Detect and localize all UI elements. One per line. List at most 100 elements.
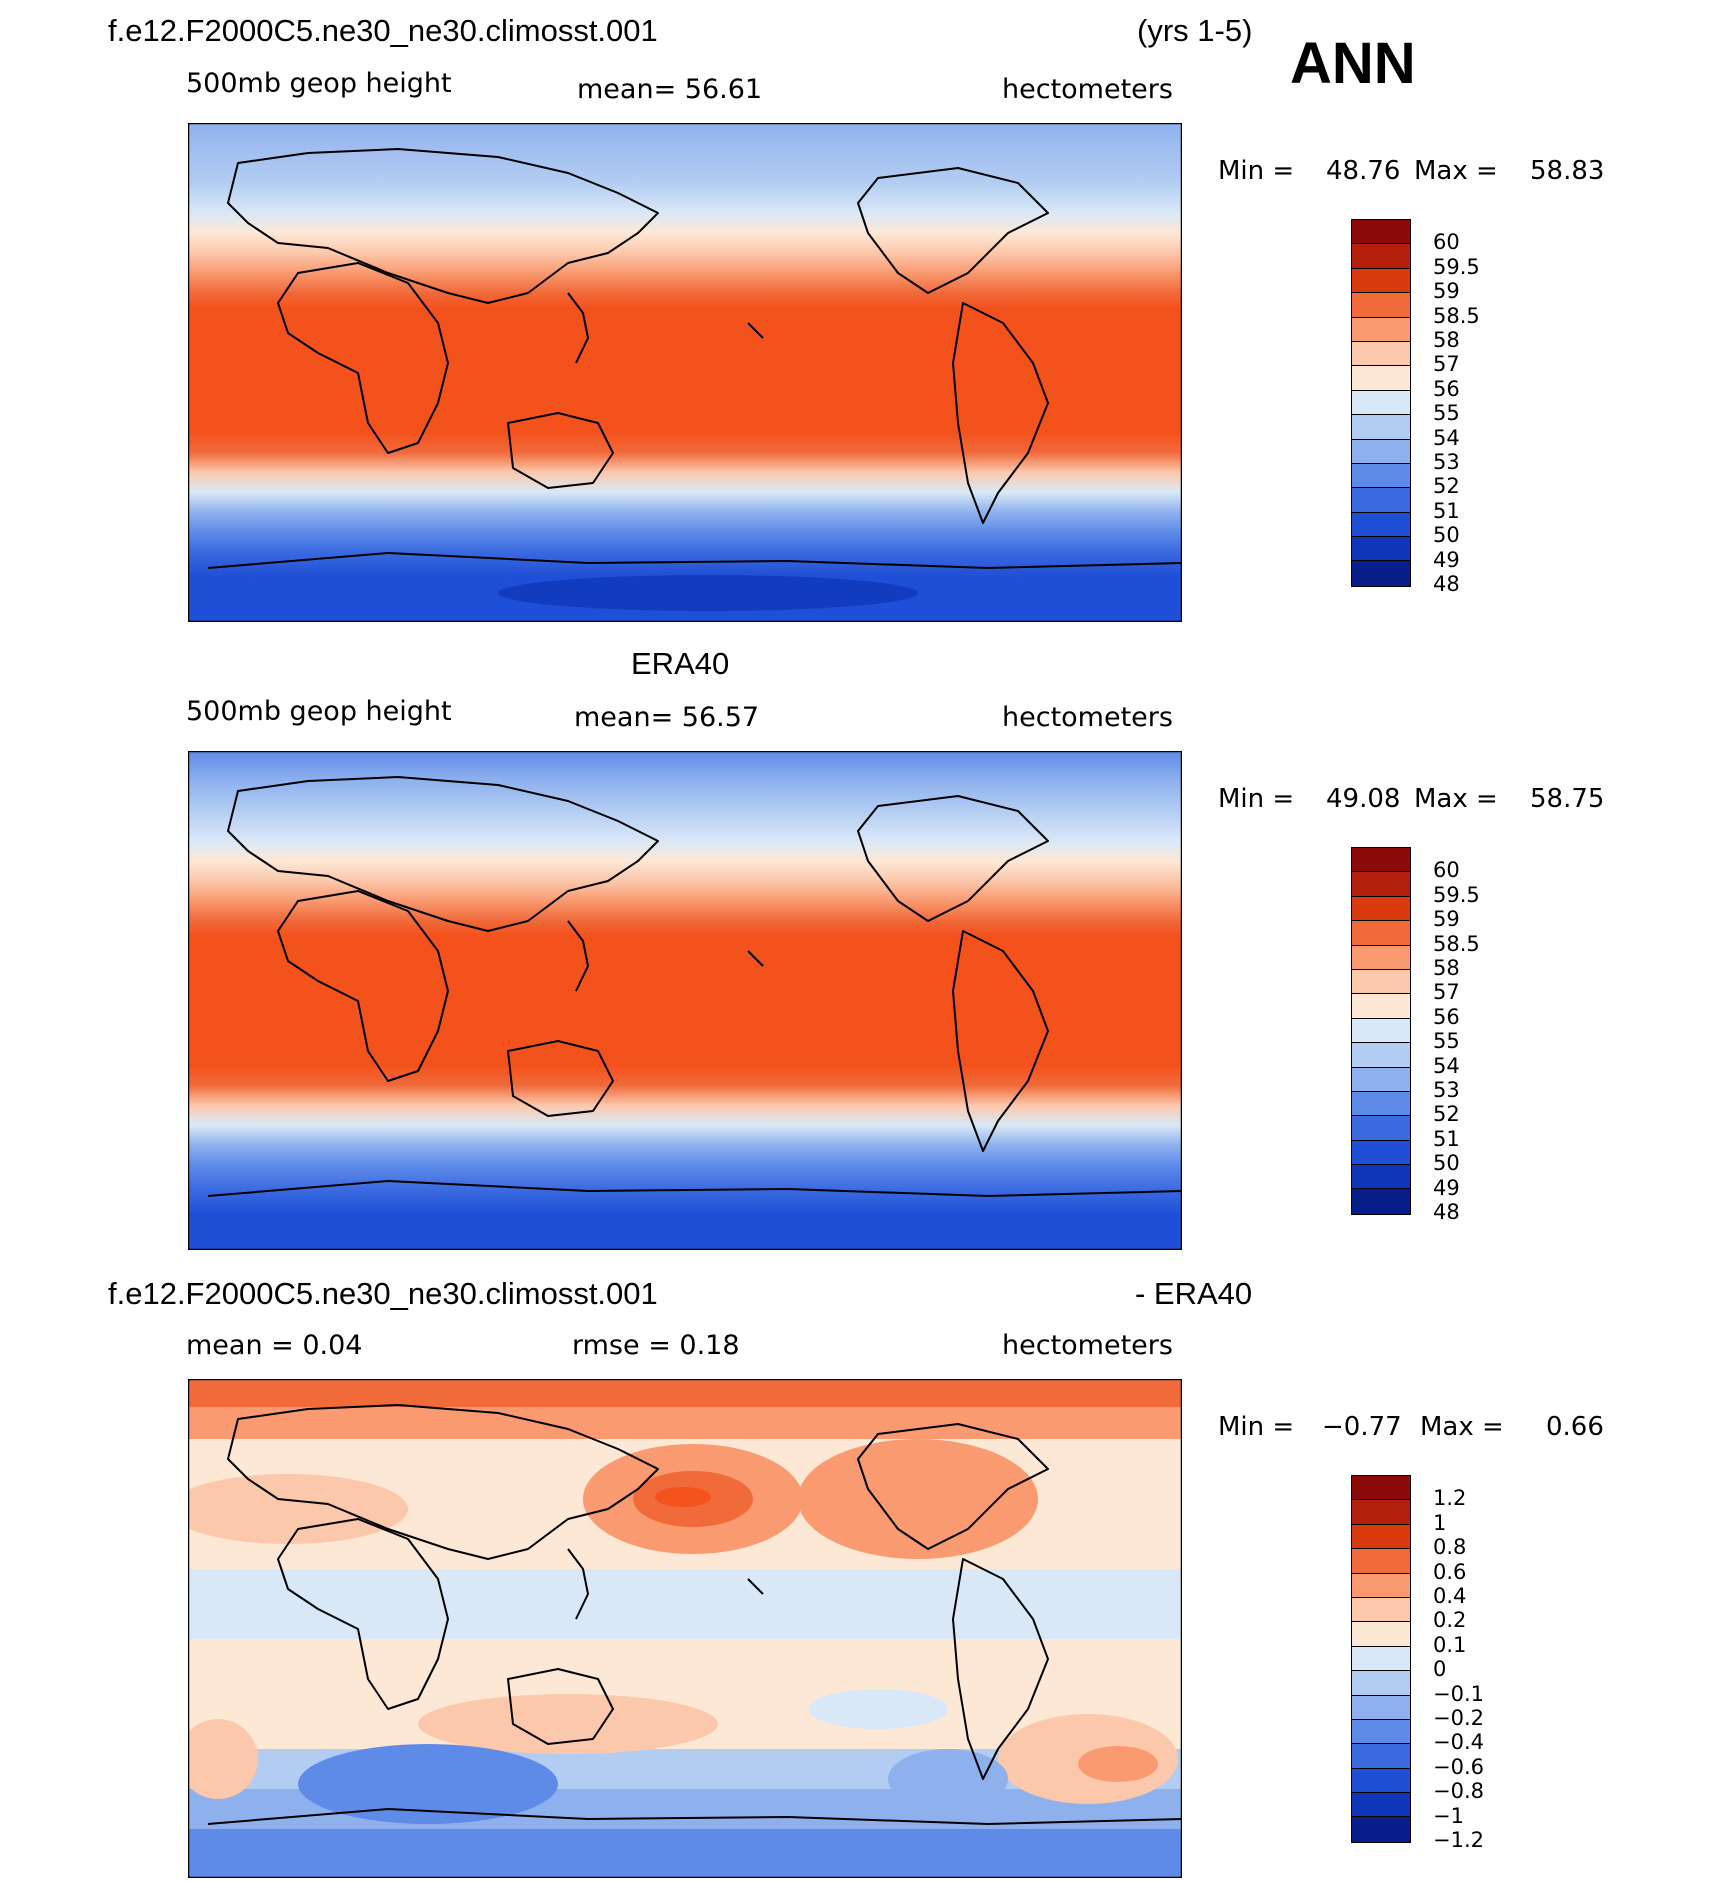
- panel1-units-label: hectometers: [1002, 74, 1173, 105]
- panel3-min-value: −0.77: [1322, 1412, 1402, 1442]
- colorbar-tick-label: 52: [1433, 1102, 1460, 1127]
- colorbar-tick-label: 58: [1433, 328, 1460, 352]
- colorbar-swatch: [1352, 1067, 1410, 1092]
- panel1-max-text: Max =: [1414, 156, 1498, 186]
- colorbar-swatch: [1352, 1597, 1410, 1623]
- colorbar-swatch: [1352, 1549, 1410, 1574]
- panel3-colorbar: 1.2 1 0.8 0.6 0.4 0.2 0.1 0 −0.1 −0.2 −0.4 −0.6 −0.8…: [1351, 1475, 1484, 1869]
- panel1-variable-label: 500mb geop height: [186, 68, 452, 99]
- colorbar-swatch: [1352, 537, 1410, 562]
- colorbar-tick-label: 56: [1433, 1004, 1460, 1029]
- colorbar-swatch: [1352, 1744, 1410, 1769]
- colorbar-swatch: [1352, 1817, 1410, 1842]
- colorbar-swatch: [1352, 317, 1410, 342]
- colorbar-tick-label: 51: [1433, 498, 1460, 523]
- colorbar-swatch: [1352, 1043, 1410, 1068]
- case-title: f.e12.F2000C5.ne30_ne30.climosst.001: [108, 13, 658, 48]
- colorbar-tick-label: 59.5: [1433, 882, 1480, 907]
- colorbar-swatch: [1352, 439, 1410, 464]
- colorbar-tick-label: 58.5: [1433, 303, 1480, 328]
- colorbar-swatch: [1352, 415, 1410, 440]
- colorbar-tick-label: −0.2: [1433, 1706, 1484, 1730]
- colorbar-tick-label: 55: [1433, 1029, 1460, 1054]
- colorbar-swatch: [1352, 1524, 1410, 1550]
- panel2-max-text: Max =: [1414, 784, 1498, 814]
- panel2-min-value: 49.08: [1326, 784, 1401, 814]
- colorbar-tick-label: 0: [1433, 1657, 1447, 1682]
- colorbar-swatch: [1352, 488, 1410, 513]
- colorbar-tick-label: 0.4: [1433, 1584, 1467, 1608]
- colorbar-tick-label: −0.8: [1433, 1779, 1484, 1804]
- colorbar-swatch: [1352, 1573, 1410, 1598]
- panel3-title-right: - ERA40: [1135, 1276, 1253, 1311]
- colorbar-tick-label: −0.4: [1433, 1730, 1484, 1755]
- colorbar-tick-label: 51: [1433, 1126, 1460, 1151]
- panel1-min-text: Min =: [1218, 156, 1295, 186]
- colorbar-swatch: [1352, 994, 1410, 1019]
- colorbar-swatch: [1352, 1671, 1410, 1696]
- panel3-max-value: 0.66: [1546, 1412, 1604, 1442]
- colorbar-tick-label: 59.5: [1433, 254, 1480, 279]
- colorbar-tick-label: 53: [1433, 1078, 1460, 1102]
- panel3-rmse-label: rmse = 0.18: [572, 1330, 740, 1361]
- colorbar-swatch: [1352, 921, 1410, 946]
- colorbar-tick-label: 0.6: [1433, 1559, 1467, 1584]
- colorbar-swatch: [1352, 1189, 1410, 1214]
- panel2-map: [188, 751, 1182, 1250]
- season-label: ANN: [1290, 31, 1416, 96]
- panel2-variable-label: 500mb geop height: [186, 696, 452, 727]
- colorbar-swatch: [1352, 268, 1410, 294]
- colorbar-swatch: [1352, 1768, 1410, 1794]
- colorbar-tick-label: 50: [1433, 523, 1460, 548]
- colorbar-tick-label: 52: [1433, 474, 1460, 499]
- colorbar-tick-label: −0.1: [1433, 1681, 1484, 1706]
- panel1-mean-label: mean= 56.61: [577, 74, 763, 105]
- colorbar-swatch: [1352, 1646, 1410, 1672]
- panel3-mean-label: mean = 0.04: [186, 1330, 363, 1361]
- panel3-units-label: hectometers: [1002, 1330, 1173, 1361]
- colorbar-tick-label: 58.5: [1433, 931, 1480, 956]
- panel2-colorbar: 60 59.5 59 58.5 58 57 56 55 54 53 52 51 50 49 48: [1351, 847, 1480, 1241]
- colorbar-swatches: [1351, 847, 1411, 1215]
- panel1-min-value: 48.76: [1326, 156, 1401, 186]
- colorbar-swatch: [1352, 1719, 1410, 1745]
- colorbar-tick-label: 48: [1433, 1200, 1460, 1224]
- colorbar-swatch: [1352, 896, 1410, 922]
- panel3-title-left: f.e12.F2000C5.ne30_ne30.climosst.001: [108, 1276, 658, 1311]
- panel1-map: [188, 123, 1182, 622]
- colorbar-swatch: [1352, 561, 1410, 586]
- colorbar-swatches: [1351, 219, 1411, 587]
- colorbar-tick-label: 60: [1433, 858, 1460, 883]
- colorbar-tick-label: 57: [1433, 352, 1460, 377]
- colorbar-swatch: [1352, 1476, 1410, 1501]
- panel3-min-text: Min =: [1218, 1412, 1295, 1442]
- colorbar-tick-label: 49: [1433, 547, 1460, 572]
- colorbar-swatch: [1352, 1116, 1410, 1141]
- panel3-map: [188, 1379, 1182, 1878]
- colorbar-swatch: [1352, 390, 1410, 416]
- colorbar-tick-label: 53: [1433, 450, 1460, 474]
- colorbar-tick-label: 50: [1433, 1151, 1460, 1176]
- colorbar-tick-label: −1: [1433, 1803, 1464, 1828]
- colorbar-tick-label: 54: [1433, 1053, 1460, 1078]
- colorbar-tick-label: 58: [1433, 956, 1460, 980]
- panel2-title: ERA40: [631, 646, 730, 681]
- colorbar-swatch: [1352, 848, 1410, 873]
- years-label: (yrs 1-5): [1137, 13, 1253, 48]
- colorbar-tick-label: 59: [1433, 279, 1460, 304]
- colorbar-swatch: [1352, 220, 1410, 245]
- panel2-min-text: Min =: [1218, 784, 1295, 814]
- colorbar-swatch: [1352, 293, 1410, 318]
- colorbar-tick-label: 48: [1433, 572, 1460, 596]
- colorbar-swatch: [1352, 945, 1410, 970]
- colorbar-swatch: [1352, 1695, 1410, 1720]
- colorbar-swatch: [1352, 969, 1410, 995]
- colorbar-swatch: [1352, 463, 1410, 489]
- colorbar-swatch: [1352, 1500, 1410, 1525]
- colorbar-swatch: [1352, 341, 1410, 367]
- colorbar-tick-label: 1: [1433, 1510, 1447, 1535]
- colorbar-swatch: [1352, 1165, 1410, 1190]
- colorbar-tick-label: 0.1: [1433, 1632, 1467, 1657]
- colorbar-tick-label: 54: [1433, 425, 1460, 450]
- colorbar-swatch: [1352, 1622, 1410, 1647]
